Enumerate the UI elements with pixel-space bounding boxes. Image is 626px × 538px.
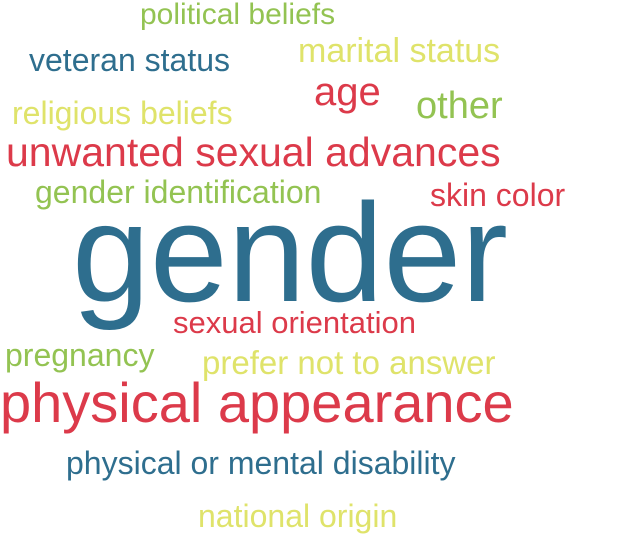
word-unwanted-sexual-advances: unwanted sexual advances xyxy=(6,129,501,175)
word-religious-beliefs: religious beliefs xyxy=(12,95,233,131)
word-sexual-orientation: sexual orientation xyxy=(173,305,416,340)
word-prefer-not-to-answer: prefer not to answer xyxy=(202,344,496,381)
word-political-beliefs: political beliefs xyxy=(140,0,336,31)
word-physical-or-mental-disability: physical or mental disability xyxy=(66,445,456,481)
word-other: other xyxy=(416,85,503,127)
word-physical-appearance: physical appearance xyxy=(0,371,514,434)
word-skin-color: skin color xyxy=(430,177,566,213)
word-marital-status: marital status xyxy=(298,32,501,70)
word-gender-identification: gender identification xyxy=(35,174,322,210)
word-age: age xyxy=(314,70,381,114)
word-veteran-status: veteran status xyxy=(29,42,230,78)
word-gender: gender xyxy=(72,174,508,331)
word-national-origin: national origin xyxy=(198,498,398,534)
word-pregnancy: pregnancy xyxy=(5,337,155,373)
